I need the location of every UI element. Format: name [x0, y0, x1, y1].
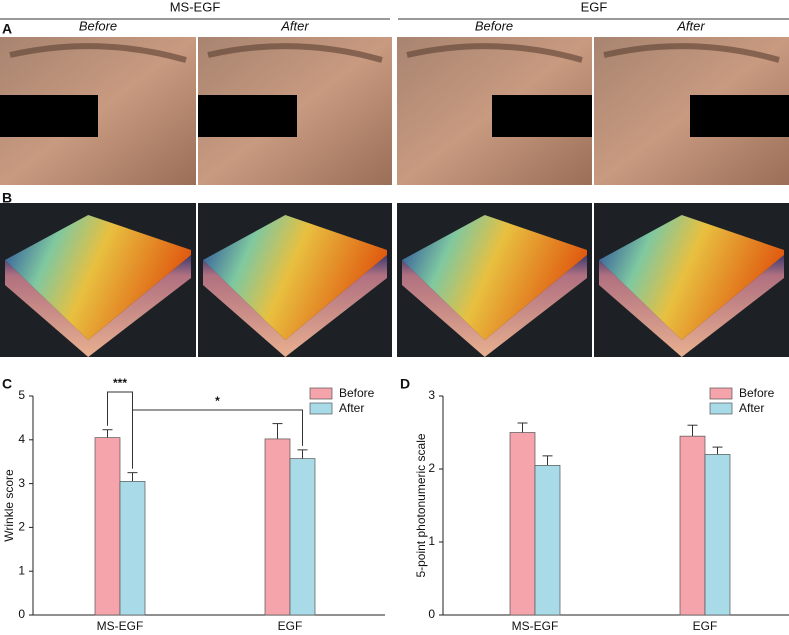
- scan-side: [402, 255, 587, 357]
- column-label: After: [280, 18, 309, 33]
- bar: [509, 432, 536, 616]
- scan-surface: [5, 215, 191, 340]
- y-tick-label: 3: [428, 388, 435, 402]
- y-tick-label: 5: [18, 388, 25, 402]
- y-tick-label: 3: [18, 476, 25, 490]
- legend-swatch: [309, 387, 333, 400]
- panel-label: B: [2, 190, 12, 206]
- column-label: Before: [79, 18, 117, 33]
- panel-label: C: [2, 376, 12, 392]
- legend-label: After: [739, 401, 764, 415]
- bar: [534, 465, 561, 616]
- panel-label: A: [2, 21, 12, 37]
- bar: [264, 438, 291, 616]
- y-axis-label: 5-point photonumeric scale: [414, 433, 428, 577]
- significance-label: *: [215, 394, 220, 408]
- eyebrow: [603, 43, 780, 63]
- scan-surface: [599, 215, 784, 340]
- y-tick-label: 0: [18, 607, 25, 621]
- x-tick-label: MS-EGF: [512, 619, 559, 633]
- y-tick-label: 0: [428, 607, 435, 621]
- y-tick-label: 2: [428, 461, 435, 475]
- legend-swatch: [709, 387, 733, 400]
- scan-surface: [203, 215, 387, 340]
- x-tick-label: EGF: [278, 619, 303, 633]
- significance-label: ***: [113, 376, 127, 390]
- bar: [94, 437, 121, 616]
- group-title: MS-EGF: [170, 0, 221, 14]
- group-title: EGF: [581, 0, 608, 14]
- y-tick-label: 2: [18, 520, 25, 534]
- panel-label: D: [400, 376, 410, 392]
- scan-side: [5, 255, 191, 357]
- y-tick-label: 4: [18, 432, 25, 446]
- column-label: After: [676, 18, 705, 33]
- privacy-bar: [198, 95, 297, 137]
- column-label: Before: [475, 18, 513, 33]
- privacy-bar: [492, 95, 592, 137]
- y-tick-label: 1: [428, 534, 435, 548]
- legend-label: Before: [339, 386, 375, 400]
- bar: [679, 435, 706, 616]
- scan-side: [203, 255, 387, 357]
- photos: [0, 37, 789, 357]
- scan-surface: [402, 215, 587, 340]
- significance-bracket: [132, 409, 303, 469]
- y-axis-label: Wrinkle score: [2, 469, 16, 542]
- eyebrow: [406, 43, 583, 63]
- eyebrow: [207, 43, 383, 63]
- legend-swatch: [309, 402, 333, 415]
- x-tick-label: EGF: [693, 619, 718, 633]
- bar: [704, 454, 731, 616]
- x-tick-label: MS-EGF: [97, 619, 144, 633]
- eyebrow: [9, 43, 187, 63]
- bar: [289, 458, 316, 616]
- legend-swatch: [709, 402, 733, 415]
- y-tick-label: 1: [18, 563, 25, 577]
- privacy-bar: [690, 95, 789, 137]
- legend-label: Before: [739, 386, 775, 400]
- privacy-bar: [0, 95, 98, 137]
- legend-label: After: [339, 401, 364, 415]
- scan-side: [599, 255, 784, 357]
- bar: [119, 481, 146, 616]
